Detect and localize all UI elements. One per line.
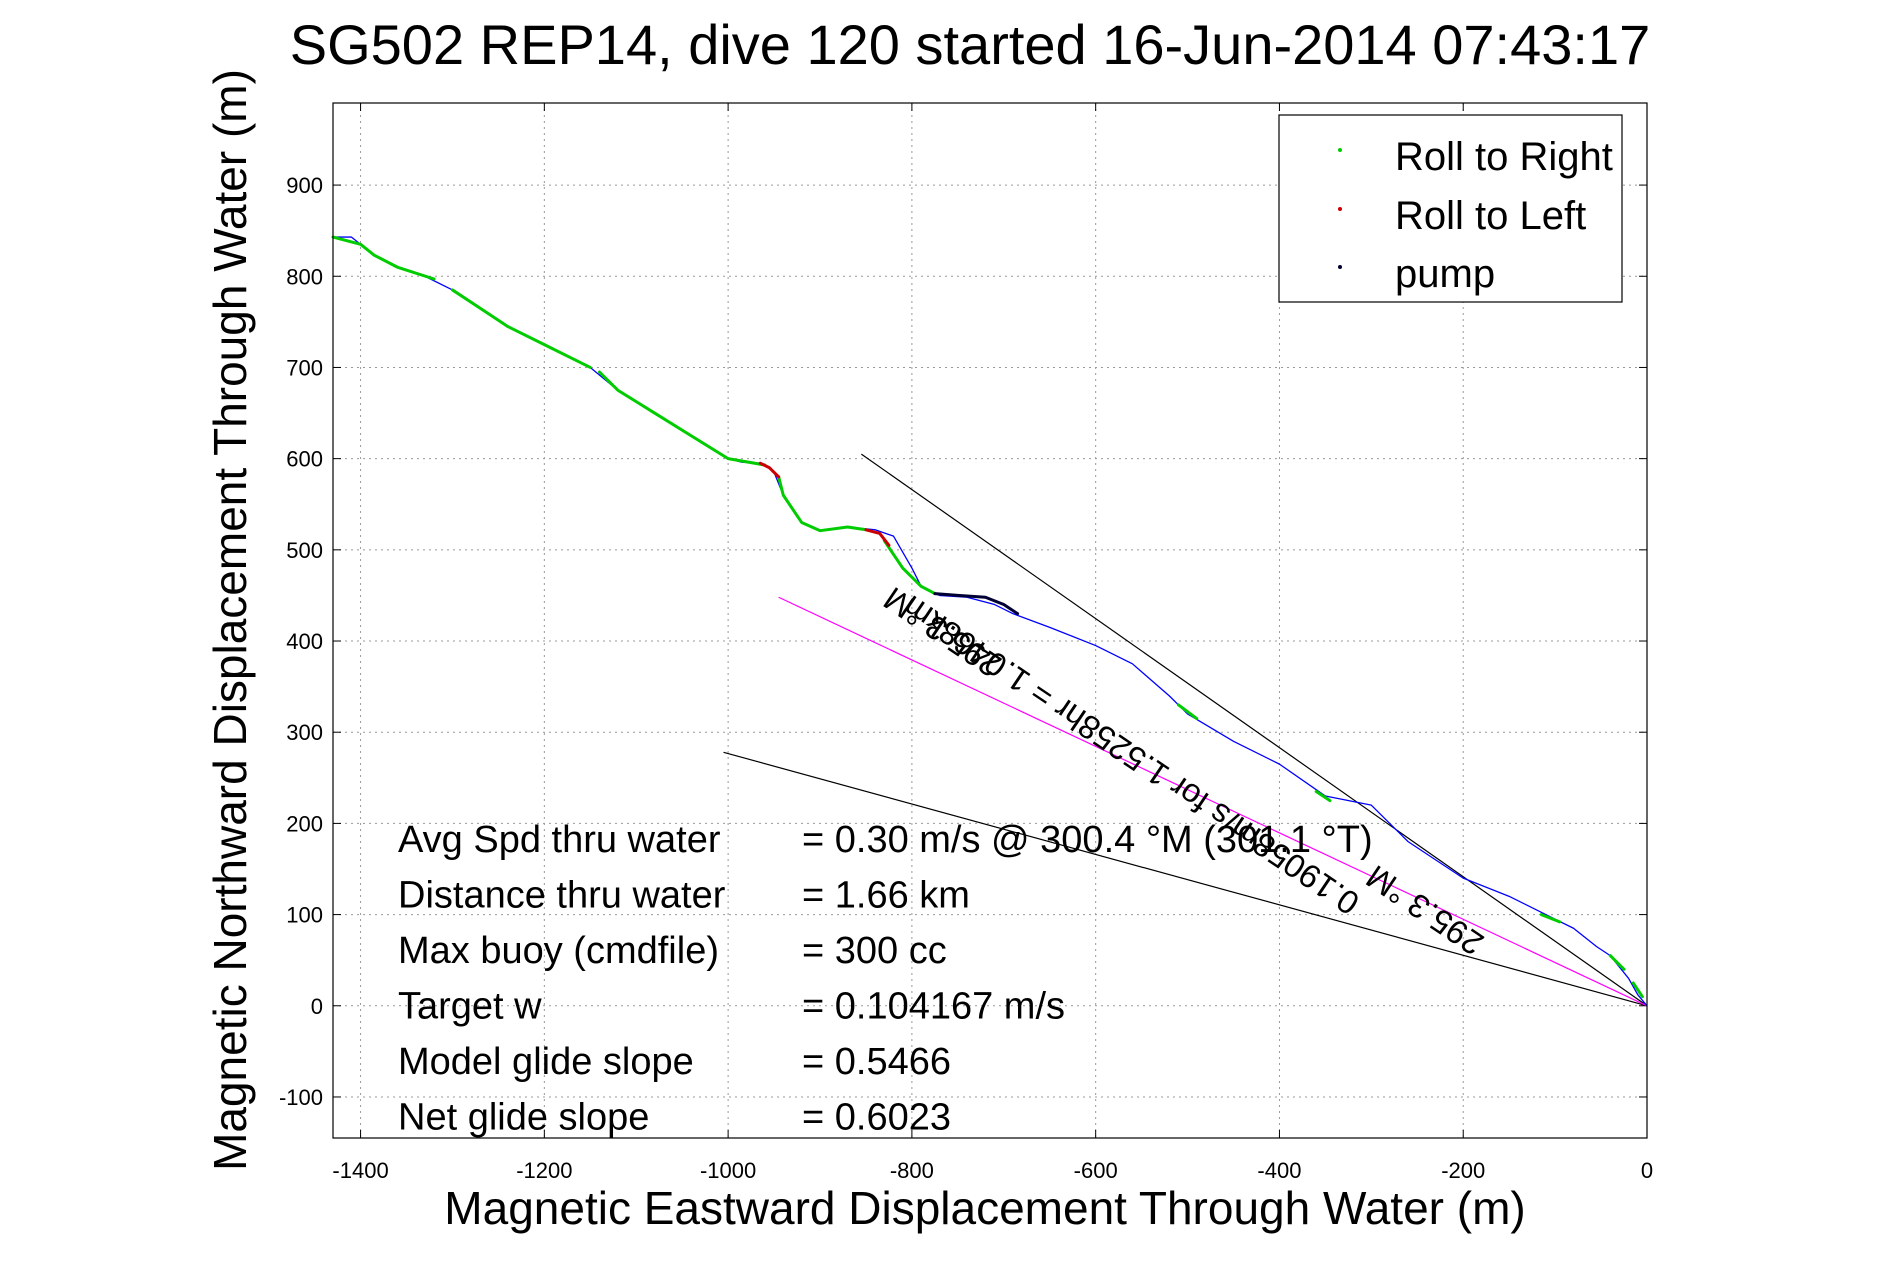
legend-label-roll-right: Roll to Right — [1395, 135, 1613, 179]
series-segment-0 — [1176, 703, 1199, 721]
series-segment-0 — [450, 288, 592, 369]
x-tick-label: -1400 — [332, 1158, 388, 1183]
stat-label: Model glide slope — [398, 1041, 694, 1083]
x-tick-label: -1200 — [516, 1158, 572, 1183]
series-segment-0 — [331, 235, 436, 281]
y-tick-label: -100 — [279, 1085, 323, 1110]
stat-value: = 0.30 m/s @ 300.4 °M (301.1 °T) — [802, 819, 1373, 861]
series-segment-0 — [1539, 913, 1562, 924]
y-axis-label: Magnetic Northward Displacement Through … — [204, 69, 256, 1171]
series-segment-0 — [1608, 954, 1626, 971]
chart-title: SG502 REP14, dive 120 started 16-Jun-201… — [290, 13, 1651, 76]
x-tick-label: -800 — [890, 1158, 934, 1183]
guide-line — [723, 751, 1648, 1007]
legend-label-pump: pump — [1395, 252, 1495, 296]
stat-value: = 1.66 km — [802, 875, 970, 917]
x-tick-label: -400 — [1257, 1158, 1301, 1183]
series-segment-1 — [758, 461, 781, 479]
legend-label-roll-left: Roll to Left — [1395, 194, 1586, 238]
stat-value: = 300 cc — [802, 930, 947, 972]
y-tick-label: 900 — [286, 173, 323, 198]
y-tick-label: 600 — [286, 447, 323, 472]
x-axis-ticks: -1400 -1200 -1000 -800 -600 -400 -200 0 — [332, 103, 1653, 1183]
series-segment-0 — [777, 475, 868, 533]
legend-marker-roll-right — [1338, 148, 1342, 152]
stat-value: = 0.6023 — [802, 1097, 951, 1139]
series-segment-0 — [882, 539, 937, 596]
series-layer — [331, 235, 1644, 999]
series-segment-0 — [1314, 789, 1332, 803]
stat-label: Max buoy (cmdfile) — [398, 930, 719, 972]
x-tick-label: -600 — [1074, 1158, 1118, 1183]
y-tick-label: 700 — [286, 355, 323, 380]
x-axis-label: Magnetic Eastward Displacement Through W… — [444, 1182, 1525, 1234]
y-tick-label: 0 — [311, 994, 323, 1019]
series-segment-0 — [597, 370, 767, 467]
stats-block: Avg Spd thru water = 0.30 m/s @ 300.4 °M … — [398, 819, 1373, 1139]
stat-value: = 0.5466 — [802, 1041, 951, 1083]
stat-label: Distance thru water — [398, 875, 726, 917]
guide-line — [778, 596, 1648, 1007]
stat-label: Avg Spd thru water — [398, 819, 721, 861]
y-tick-label: 300 — [286, 720, 323, 745]
y-tick-label: 500 — [286, 538, 323, 563]
y-tick-label: 800 — [286, 264, 323, 289]
y-tick-label: 400 — [286, 629, 323, 654]
x-tick-label: 0 — [1641, 1158, 1653, 1183]
guide-lines — [723, 453, 1648, 1007]
stat-label: Net glide slope — [398, 1097, 649, 1139]
y-tick-label: 200 — [286, 811, 323, 836]
series-segment-2 — [933, 592, 1020, 616]
legend: Roll to Right Roll to Left pump — [1278, 114, 1623, 303]
series-segment-0 — [1631, 981, 1644, 999]
legend-box — [1278, 114, 1623, 303]
x-tick-label: -1000 — [700, 1158, 756, 1183]
legend-marker-roll-left — [1338, 207, 1342, 211]
x-tick-label: -200 — [1441, 1158, 1485, 1183]
legend-marker-pump — [1338, 265, 1342, 269]
y-axis-ticks: -100 0 100 200 300 400 500 600 700 800 900 — [279, 173, 1647, 1110]
y-tick-label: 100 — [286, 903, 323, 928]
stat-label: Target w — [398, 986, 542, 1028]
plot-frame — [332, 102, 1648, 1139]
stat-value: = 0.104167 m/s — [802, 986, 1065, 1028]
guide-line — [861, 453, 1648, 1007]
series-segment-1 — [864, 528, 891, 547]
